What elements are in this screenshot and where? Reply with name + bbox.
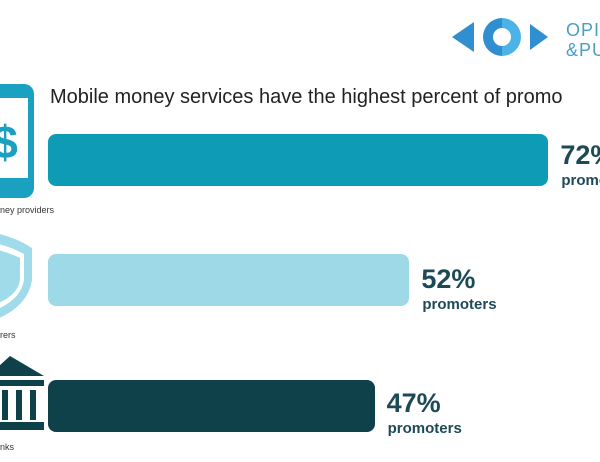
- promoters-label-1: promot: [561, 172, 600, 189]
- value-label-3: 47%: [386, 388, 441, 418]
- value-label-2: 52%: [421, 264, 476, 294]
- svg-text:$: $: [0, 116, 18, 168]
- category-label-3: nks: [0, 442, 15, 452]
- value-label-1: 72%: [560, 140, 600, 170]
- chart-title: Mobile money services have the highest p…: [50, 86, 563, 108]
- bar-insurers: [48, 254, 410, 306]
- promoters-label-3: promoters: [387, 420, 462, 437]
- bank-icon: [0, 356, 44, 430]
- logo-text-line2: &PU: [566, 40, 600, 60]
- bar-mobile-money: [48, 134, 549, 186]
- promoters-label-2: promoters: [422, 296, 497, 313]
- bar-banks: [48, 380, 375, 432]
- category-label-2: rers: [0, 330, 16, 340]
- shield-icon: [0, 234, 32, 318]
- mobile-money-icon: $: [0, 84, 34, 198]
- logo-mark-icon: [452, 18, 548, 56]
- logo-text-line1: OPI: [566, 20, 600, 40]
- category-label-1: ney providers: [0, 205, 55, 215]
